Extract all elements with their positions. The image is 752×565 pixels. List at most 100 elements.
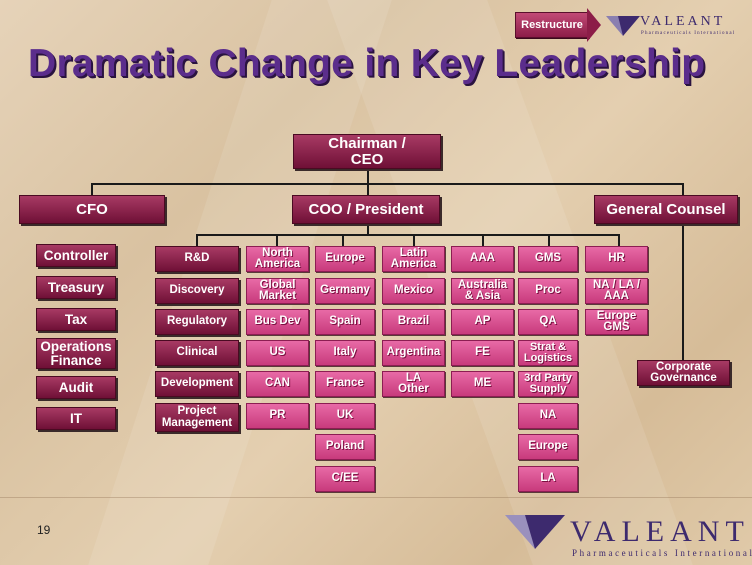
cfo-report-audit: Audit [36,376,116,399]
unit-aaa: AAA [451,246,514,272]
connector [91,183,93,196]
unit-bus-dev: Bus Dev [246,309,309,335]
unit-label: PR [269,409,286,422]
cfo-report-treasury: Treasury [36,276,116,299]
unit-label: QA [539,315,557,328]
unit-label: Spain [329,315,361,328]
unit-c-ee: C/EE [315,466,375,492]
unit-north-america: North America [246,246,309,272]
unit-label: Italy [333,346,357,359]
unit-label: CAN [265,377,290,390]
connector [618,234,620,247]
unit-germany: Germany [315,278,375,304]
cfo-report-label: IT [70,410,82,426]
unit-label: Clinical [176,346,218,359]
unit-label: C/EE [331,472,359,485]
unit-global-market: Global Market [246,278,309,304]
unit-3rd-party-supply: 3rd Party Supply [518,371,578,397]
unit-discovery: Discovery [155,278,239,304]
unit-label: LA Other [398,371,429,395]
unit-can: CAN [246,371,309,397]
connector [682,224,684,361]
unit-spain: Spain [315,309,375,335]
connector [91,183,683,185]
unit-gms: GMS [518,246,578,272]
unit-label: Regulatory [166,315,228,328]
unit-label: Europe [528,440,568,453]
unit-label: Latin America [390,246,437,270]
unit-europe-gms: Europe [518,434,578,460]
unit-label: US [269,346,286,359]
connector [276,234,278,247]
restructure-button[interactable]: Restructure [515,12,589,38]
valeant-logo-icon [606,16,640,36]
unit-label: North America [254,246,301,270]
unit-label: Discovery [169,284,225,297]
connector [196,234,198,247]
unit-label: Europe [325,252,365,265]
unit-label: GMS [534,252,562,265]
unit-label: HR [608,252,625,265]
unit-poland: Poland [315,434,375,460]
unit-italy: Italy [315,340,375,366]
unit-ap: AP [451,309,514,335]
unit-label: Mexico [394,284,433,297]
unit-regulatory: Regulatory [155,309,239,335]
unit-na: NA [518,403,578,429]
unit-strat-logistics: Strat & Logistics [518,340,578,366]
unit-label: FE [475,346,490,359]
unit-label: NA / LA / AAA [592,278,641,302]
unit-na-la-aaa: NA / LA / AAA [585,278,648,304]
connector [548,234,550,247]
unit-hr: HR [585,246,648,272]
unit-la-other: LA Other [382,371,445,397]
connector [413,234,415,247]
unit-label: Argentina [386,346,441,359]
connector [682,183,684,196]
unit-label: Australia & Asia [457,278,508,302]
cfo-box: CFO [19,195,165,224]
unit-me: ME [451,371,514,397]
unit-label: Germany [320,284,370,297]
connector [367,183,369,196]
unit-label: Proc [535,284,561,297]
unit-label: Brazil [397,315,430,328]
general-counsel-box: General Counsel [594,195,738,224]
footer-divider [0,497,752,498]
cfo-report-label: Treasury [47,279,105,295]
valeant-logo-large-icon [505,515,565,549]
unit-rd: R&D [155,246,239,272]
unit-label: Poland [325,440,365,453]
unit-corporate-governance: Corporate Governance [637,360,730,386]
ceo-label: Chairman / CEO [328,134,406,168]
page-number: 19 [37,523,51,537]
unit-label: Bus Dev [254,315,301,328]
unit-mexico: Mexico [382,278,445,304]
unit-label: 3rd Party Supply [524,372,572,395]
cfo-report-label: Controller [43,247,109,263]
cfo-report-tax: Tax [36,308,116,331]
unit-la: LA [518,466,578,492]
cfo-report-label: Operations Finance [40,339,112,368]
unit-clinical: Clinical [155,340,239,366]
unit-label: Global Market [258,278,297,302]
restructure-label: Restructure [521,19,583,31]
unit-label: ME [473,377,492,390]
logo-tagline-large: Pharmaceuticals International [572,548,752,558]
connector [342,234,344,247]
coo-label: COO / President [308,201,424,218]
connector [482,234,484,247]
unit-label: Corporate Governance [650,360,717,384]
unit-label: AAA [470,252,495,265]
logo-tagline-small: Pharmaceuticals International [641,31,736,36]
unit-australia-asia: Australia & Asia [451,278,514,304]
unit-pr: PR [246,403,309,429]
unit-label: Europe GMS [596,309,637,333]
unit-label: NA [539,409,557,422]
unit-us: US [246,340,309,366]
connector [367,168,369,184]
logo-text-large: VALEANT [570,515,750,548]
connector [196,234,620,236]
unit-france: France [315,371,375,397]
unit-label: Development [160,377,234,390]
